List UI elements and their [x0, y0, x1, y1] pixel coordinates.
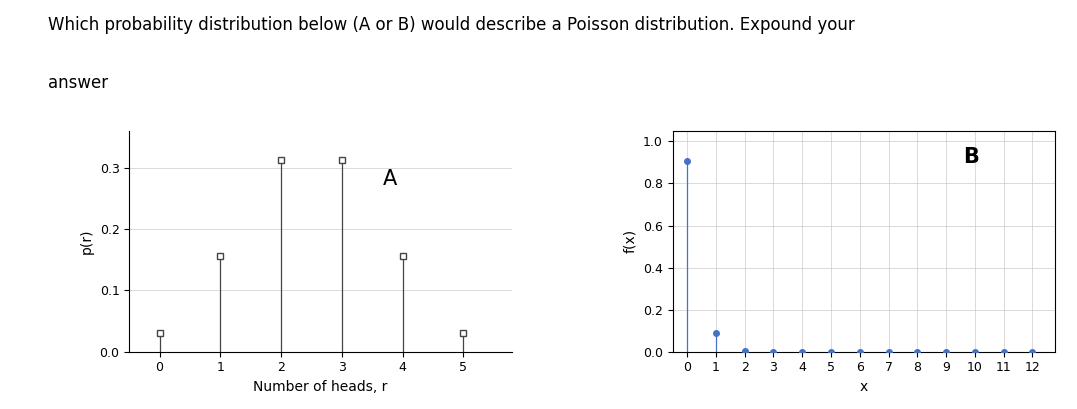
Text: answer: answer — [48, 74, 109, 92]
X-axis label: Number of heads, r: Number of heads, r — [253, 380, 388, 394]
Text: A: A — [382, 169, 396, 189]
Y-axis label: f(x): f(x) — [624, 229, 638, 253]
Y-axis label: p(r): p(r) — [80, 229, 94, 254]
Text: B: B — [963, 147, 979, 167]
Text: Which probability distribution below (A or B) would describe a Poisson distribut: Which probability distribution below (A … — [48, 16, 855, 34]
X-axis label: x: x — [859, 380, 868, 394]
